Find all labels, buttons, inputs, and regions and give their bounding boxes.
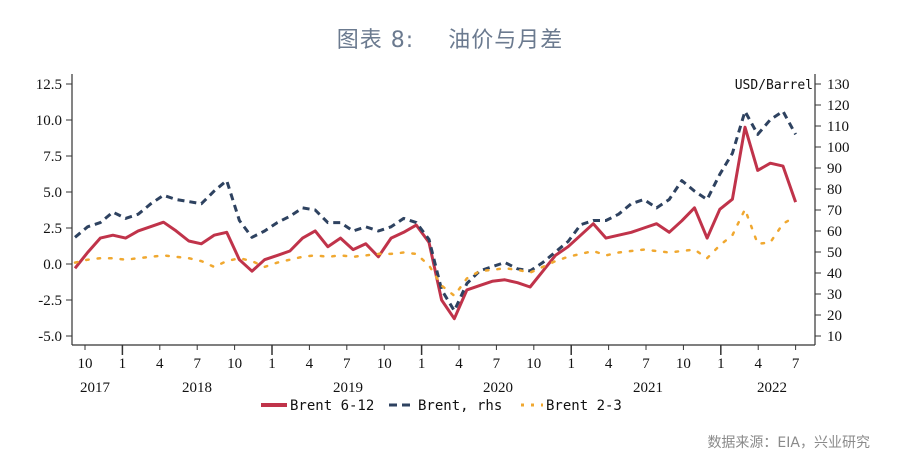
legend-item: Brent, rhs — [389, 398, 502, 414]
right-axis-tick-label: 10 — [827, 329, 842, 345]
x-axis-tick-label: 1 — [268, 356, 276, 372]
x-axis-tick-label: 7 — [642, 356, 650, 372]
axes: 12.510.07.55.02.50.0-2.5-5.0130120110100… — [36, 74, 850, 396]
series-brent-rhs — [74, 109, 797, 313]
x-axis-tick-label: 4 — [455, 356, 463, 372]
right-axis-tick-label: 130 — [827, 77, 850, 93]
right-axis-tick-label: 100 — [827, 140, 850, 156]
series-brent-2-3 — [73, 208, 797, 297]
left-axis-tick-label: -5.0 — [38, 329, 62, 345]
left-axis-tick-label: 5.0 — [43, 185, 62, 201]
x-axis-year-label: 2017 — [80, 380, 111, 396]
right-axis-tick-label: 60 — [827, 224, 842, 240]
chart-title: 图表 8: 油价与月差 — [0, 22, 900, 54]
source-note: 数据来源：EIA，兴业研究 — [707, 435, 870, 451]
x-axis-tick-label: 10 — [227, 356, 242, 372]
right-axis-tick-label: 20 — [827, 308, 842, 324]
x-axis-year-label: 2021 — [633, 380, 663, 396]
x-axis-tick-label: 4 — [605, 356, 613, 372]
legend-label: Brent 6-12 — [290, 398, 374, 414]
x-axis-tick-label: 1 — [119, 356, 127, 372]
x-axis-year-label: 2018 — [182, 380, 212, 396]
right-axis-tick-label: 40 — [827, 266, 842, 282]
right-axis-tick-label: 110 — [827, 119, 849, 135]
x-axis-year-label: 2019 — [333, 380, 363, 396]
legend: Brent 6-12 Brent, rhs Brent 2-3 — [261, 398, 622, 414]
x-axis-tick-label: 7 — [193, 356, 201, 372]
x-axis-tick-label: 7 — [343, 356, 351, 372]
x-axis-tick-label: 10 — [526, 356, 541, 372]
left-axis-tick-label: 2.5 — [43, 221, 62, 237]
x-axis-tick-label: 4 — [156, 356, 164, 372]
legend-label: Brent, rhs — [418, 398, 502, 414]
right-axis-tick-label: 50 — [827, 245, 842, 261]
figure-number: 图表 8: — [336, 28, 415, 53]
right-axis-tick-label: 80 — [827, 182, 842, 198]
x-axis-tick-label: 1 — [717, 356, 725, 372]
right-axis-tick-label: 90 — [827, 161, 842, 177]
x-axis-tick-label: 7 — [493, 356, 501, 372]
right-axis-tick-label: 120 — [827, 98, 850, 114]
right-axis-unit-label: USD/Barrel — [735, 78, 813, 93]
x-axis-tick-label: 10 — [377, 356, 392, 372]
x-axis-tick-label: 7 — [792, 356, 800, 372]
x-axis-tick-label: 1 — [567, 356, 575, 372]
left-axis-tick-label: 0.0 — [43, 257, 62, 273]
figure-title: 油价与月差 — [448, 28, 564, 53]
legend-label: Brent 2-3 — [546, 398, 622, 414]
left-axis-tick-label: 12.5 — [36, 77, 62, 93]
series-brent-6-12 — [73, 125, 798, 321]
x-axis-tick-label: 1 — [418, 356, 426, 372]
x-axis-tick-label: 10 — [78, 356, 93, 372]
series-layer — [73, 109, 798, 321]
x-axis-year-label: 2022 — [757, 380, 787, 396]
x-axis-tick-label: 4 — [306, 356, 314, 372]
legend-item: Brent 2-3 — [521, 398, 622, 414]
legend-item: Brent 6-12 — [261, 398, 374, 414]
left-axis-tick-label: -2.5 — [38, 293, 62, 309]
left-axis-tick-label: 10.0 — [36, 113, 62, 129]
left-axis-tick-label: 7.5 — [43, 149, 62, 165]
x-axis-year-label: 2020 — [483, 380, 513, 396]
x-axis-tick-label: 4 — [754, 356, 762, 372]
right-axis-tick-label: 70 — [827, 203, 842, 219]
x-axis-tick-label: 10 — [676, 356, 691, 372]
right-axis-tick-label: 30 — [827, 287, 842, 303]
